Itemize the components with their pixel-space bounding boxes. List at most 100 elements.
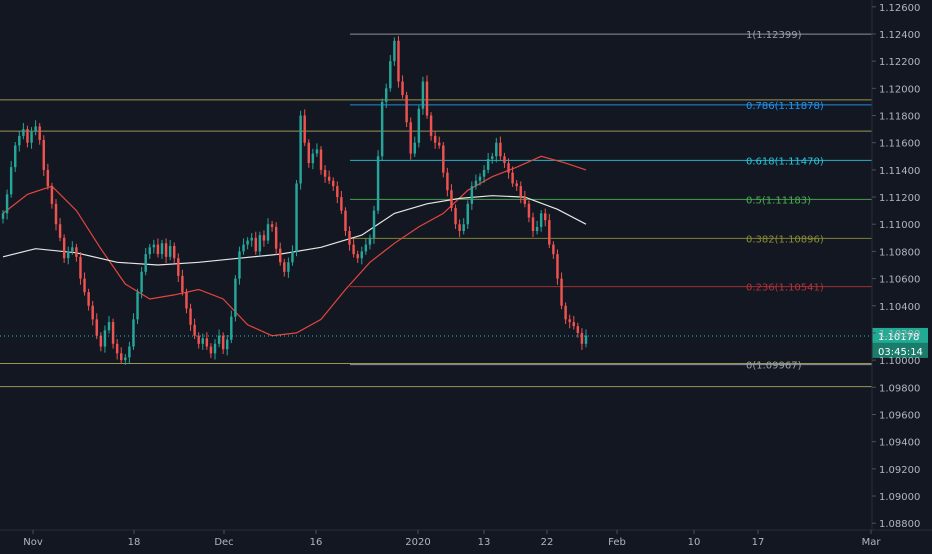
candle (5, 189, 9, 220)
candle-body (548, 220, 551, 245)
y-tick-label: 1.12000 (879, 84, 920, 95)
countdown-label: 03:45:14 (878, 347, 923, 358)
candle-body (401, 81, 404, 96)
candle-body (474, 180, 478, 187)
candle (173, 242, 176, 263)
y-tick-label: 1.10600 (879, 275, 920, 286)
candle (568, 314, 571, 329)
x-tick-label: 17 (752, 537, 765, 548)
candle-body (433, 135, 437, 143)
candle-body (507, 163, 510, 173)
candle-body (466, 203, 469, 225)
candle-body (128, 346, 131, 358)
candle-body (217, 335, 221, 344)
moving-average-slow-line (2, 195, 587, 266)
candle-body (164, 243, 168, 257)
candle-body (71, 247, 74, 252)
candle (474, 174, 478, 190)
y-tick-label: 1.09200 (879, 465, 920, 476)
candle (389, 55, 392, 92)
candle (446, 167, 449, 197)
candle (299, 110, 302, 190)
candle-body (274, 226, 278, 249)
candle-body (83, 278, 86, 293)
candle (397, 36, 400, 88)
candle (136, 288, 139, 325)
y-tick-label: 1.09000 (879, 492, 920, 503)
candle (230, 310, 233, 344)
candle (258, 231, 262, 257)
candle (438, 136, 441, 149)
y-tick-label: 1.09400 (879, 438, 920, 449)
candle (401, 75, 404, 99)
candle (360, 246, 363, 265)
candle-body (115, 343, 119, 354)
candle (348, 226, 351, 251)
candle-body (539, 213, 543, 227)
candle (311, 148, 315, 170)
candle-body (18, 135, 21, 146)
candle-body (132, 319, 135, 347)
candle-body (503, 156, 506, 164)
candle (124, 354, 127, 365)
candle-body (535, 226, 539, 232)
candle (519, 181, 522, 204)
fib-level-label: 0.618(1.11470) (746, 156, 824, 167)
candle (156, 238, 160, 258)
countdown-badge (872, 342, 928, 358)
candle (364, 238, 368, 255)
candle-body (458, 224, 461, 232)
candle (99, 332, 103, 352)
x-tick-label: Mar (862, 537, 882, 548)
candle-body (205, 338, 209, 347)
y-tick-label: 1.10800 (879, 247, 920, 258)
candle-body (177, 258, 180, 276)
candle-body (478, 176, 482, 181)
candle-body (34, 126, 37, 132)
candle-body (26, 129, 29, 143)
candle-body (38, 126, 41, 140)
candle (144, 248, 147, 276)
candle-body (168, 245, 172, 257)
fib-level-label: 0.382(1.10896) (746, 234, 824, 245)
candle-body (287, 262, 290, 272)
candle (466, 200, 469, 229)
candle (507, 158, 510, 179)
candle (356, 250, 359, 263)
candle-body (315, 149, 319, 154)
candle-body (62, 237, 66, 259)
candle-body (246, 240, 249, 245)
candle-body (319, 149, 323, 170)
candle-body (352, 244, 355, 255)
candle-body (413, 142, 416, 154)
candle-body (348, 231, 351, 245)
candle-body (91, 305, 94, 320)
candle-body (519, 186, 522, 198)
candle (234, 275, 237, 322)
candle-body (226, 339, 229, 350)
candle-body (372, 210, 376, 238)
x-tick-label: 18 (128, 537, 141, 548)
candle-body (1, 213, 5, 219)
candle-body (22, 129, 25, 136)
candle (152, 239, 156, 254)
candle-body (303, 115, 306, 143)
candle (83, 272, 86, 296)
candle (523, 190, 527, 208)
candle-body (95, 319, 98, 336)
candle (425, 75, 429, 119)
candle (26, 125, 29, 148)
candle-body (238, 251, 241, 279)
candle-body (75, 247, 78, 257)
candle-body (470, 186, 474, 204)
candle-body (291, 251, 294, 263)
candle-body (462, 224, 465, 232)
candle-body (201, 338, 204, 344)
candle (564, 302, 567, 325)
candle (486, 152, 490, 174)
candle (478, 173, 482, 186)
candle-body (160, 243, 164, 255)
candle (332, 177, 335, 191)
candle-body (409, 122, 412, 154)
